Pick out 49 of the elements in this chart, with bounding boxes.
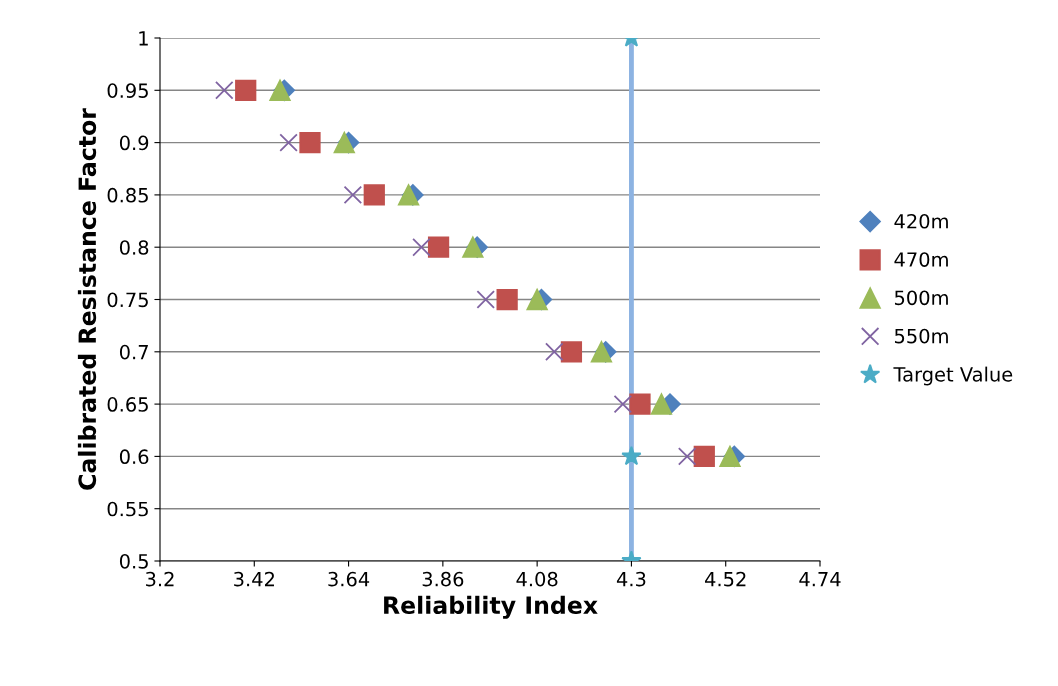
legend-label: 420m [894,213,948,229]
x-tick-label: 4.52 [705,571,746,587]
x-tick-label: 4.08 [516,571,558,587]
y-tick-label: 0.5 [119,553,148,569]
point [545,342,564,362]
y-tick-label: 0.6 [119,449,149,465]
point [629,393,651,415]
point [613,394,633,414]
point [412,237,431,257]
y-tick-label: 0.8 [119,240,149,255]
y-tick-label: 0.85 [107,187,148,203]
x-tick-label: 3.64 [328,571,370,587]
x-tick-label: 3.42 [234,571,274,587]
legend-label: 550m [894,328,948,344]
y-tick-label: 0.7 [119,344,148,360]
point [363,184,385,206]
y-tick-label: 0.65 [107,397,148,412]
legend-label: 470m [894,252,948,267]
point [427,236,450,258]
y-tick-label: 1 [139,31,148,46]
y-tick-label: 0.95 [107,83,148,98]
x-tick-label: 4.3 [616,571,646,587]
point [719,445,741,468]
point [677,447,697,466]
point [343,185,363,205]
x-tick-label: 3.2 [146,571,174,587]
point [235,79,257,101]
y-tick-label: 0.55 [107,501,148,517]
legend-label: 500m [894,290,948,306]
point [269,79,291,101]
point [693,445,715,468]
point [279,133,298,152]
y-tick-label: 0.75 [107,292,148,308]
point [650,393,673,415]
point [333,131,355,154]
point [621,445,642,466]
point [526,288,548,311]
legend-label: Target Value [893,366,1013,386]
point [560,341,583,363]
x-tick-label: 4.74 [799,572,841,587]
y-axis-title: Calibrated Resistance Factor [77,108,97,490]
x-axis-title: Reliability Index [384,595,598,619]
point [397,184,420,206]
point [496,288,518,311]
point [299,131,321,154]
point [215,81,234,100]
x-tick-label: 3.86 [422,571,464,587]
y-tick-label: 0.9 [119,135,149,151]
point [476,290,495,309]
